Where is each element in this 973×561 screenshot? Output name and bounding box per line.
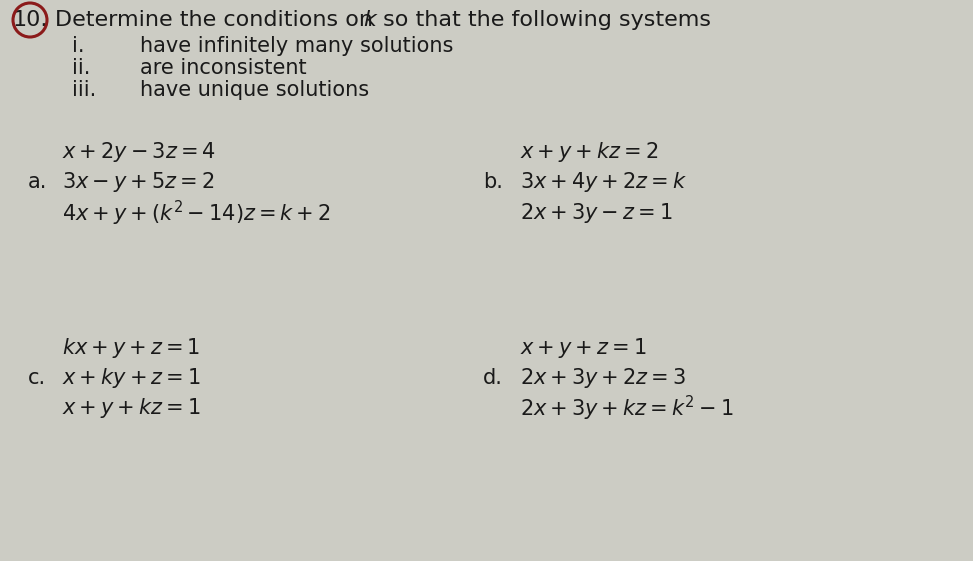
Text: $x+y+z=1$: $x+y+z=1$ <box>520 336 646 360</box>
Text: ii.: ii. <box>72 58 90 78</box>
Text: $x+y+kz=2$: $x+y+kz=2$ <box>520 140 659 164</box>
Text: $4x+y+(k^2-14)z=k+2$: $4x+y+(k^2-14)z=k+2$ <box>62 199 331 228</box>
Text: i.: i. <box>72 36 85 56</box>
Text: have unique solutions: have unique solutions <box>140 80 369 100</box>
Text: have infinitely many solutions: have infinitely many solutions <box>140 36 453 56</box>
Text: iii.: iii. <box>72 80 96 100</box>
Text: a.: a. <box>28 172 48 192</box>
Text: $2x+3y-z=1$: $2x+3y-z=1$ <box>520 201 672 225</box>
Text: Determine the conditions on: Determine the conditions on <box>55 10 380 30</box>
Text: are inconsistent: are inconsistent <box>140 58 306 78</box>
Text: b.: b. <box>483 172 503 192</box>
Text: $3x+4y+2z=k$: $3x+4y+2z=k$ <box>520 170 687 194</box>
Text: $3x-y+5z=2$: $3x-y+5z=2$ <box>62 170 214 194</box>
Text: $2x+3y+kz=k^2-1$: $2x+3y+kz=k^2-1$ <box>520 393 734 422</box>
Text: $2x+3y+2z=3$: $2x+3y+2z=3$ <box>520 366 686 390</box>
Text: c.: c. <box>28 368 46 388</box>
Text: $x+2y-3z=4$: $x+2y-3z=4$ <box>62 140 216 164</box>
Text: 10.: 10. <box>13 10 48 30</box>
Text: d.: d. <box>483 368 503 388</box>
Text: so that the following systems: so that the following systems <box>376 10 711 30</box>
Text: $kx+y+z=1$: $kx+y+z=1$ <box>62 336 200 360</box>
Text: $x+ky+z=1$: $x+ky+z=1$ <box>62 366 200 390</box>
Text: $x+y+kz=1$: $x+y+kz=1$ <box>62 396 200 420</box>
Text: $k$: $k$ <box>363 10 378 30</box>
